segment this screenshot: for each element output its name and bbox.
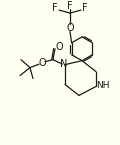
Text: O: O: [66, 23, 74, 33]
Text: F: F: [82, 3, 88, 13]
Text: NH: NH: [96, 81, 110, 90]
Text: F: F: [67, 1, 73, 11]
Text: O: O: [55, 42, 63, 52]
Text: O: O: [38, 58, 46, 68]
Text: F: F: [52, 3, 58, 13]
Text: N: N: [60, 59, 68, 69]
